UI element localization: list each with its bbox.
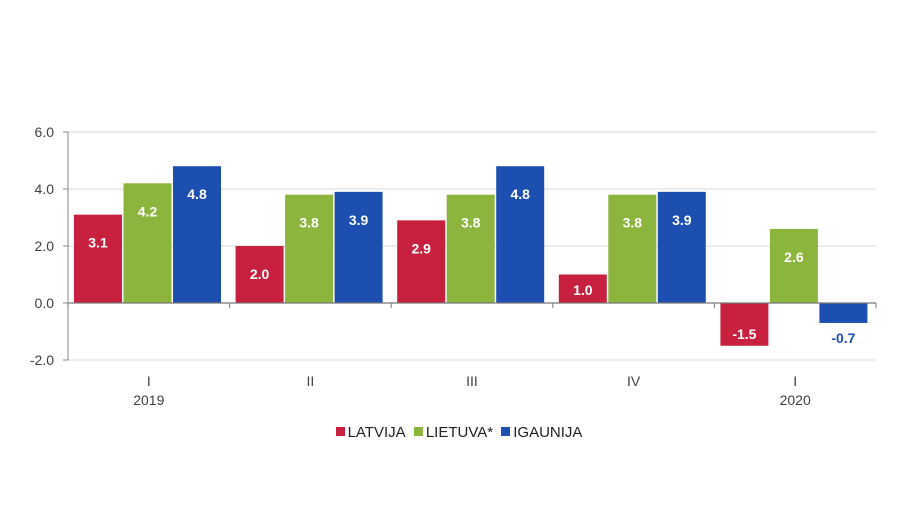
bar-igaunija — [173, 166, 221, 303]
bar-igaunija — [334, 191, 383, 303]
legend-item-igaunija: IGAUNIJA — [501, 424, 582, 441]
bar-lietuva — [446, 194, 495, 303]
data-label: 1.0 — [573, 282, 593, 298]
bar-igaunija — [819, 303, 868, 323]
data-label: -0.7 — [831, 330, 855, 346]
bar-latvija — [74, 214, 122, 303]
y-tick-label: 4.0 — [35, 181, 55, 197]
data-label: 3.8 — [623, 215, 643, 231]
x-group-label: 2019 — [133, 392, 164, 408]
x-tick-label: II — [307, 373, 315, 389]
data-label: 3.1 — [88, 235, 108, 251]
data-label: 4.8 — [510, 186, 530, 202]
x-tick-label: I — [793, 373, 797, 389]
data-label: 4.8 — [187, 186, 207, 202]
x-tick-label: IV — [627, 373, 641, 389]
bar-lietuva — [769, 228, 818, 303]
legend-swatch — [501, 427, 511, 436]
legend-swatch — [335, 427, 345, 436]
bar-latvija — [558, 274, 607, 303]
legend-swatch — [413, 427, 423, 436]
legend-label: LIETUVA* — [425, 424, 494, 441]
y-tick-label: 2.0 — [35, 238, 55, 254]
x-group-label: 2020 — [780, 392, 811, 408]
y-tick-label: -2.0 — [30, 352, 54, 368]
y-tick-label: 0.0 — [35, 295, 55, 311]
bar-lietuva — [608, 194, 657, 303]
data-label: 4.2 — [138, 203, 158, 219]
data-label: 3.9 — [349, 212, 369, 228]
y-axis: -2.0 0.0 2.0 4.0 6.0 — [30, 124, 69, 368]
legend: LATVIJA LIETUVA* IGAUNIJA — [0, 424, 918, 441]
data-label: 2.6 — [784, 249, 804, 265]
data-labels: 3.1 4.2 4.8 2.0 3.8 3.9 2.9 3.8 4.8 1.0 3.8 3.9 -1.5… — [88, 186, 855, 346]
legend-label: IGAUNIJA — [513, 424, 583, 441]
legend-item-latvija: LATVIJA — [335, 424, 406, 441]
data-label: 2.9 — [411, 240, 431, 256]
data-label: 3.8 — [461, 215, 481, 231]
bar-igaunija — [657, 191, 706, 303]
x-tick-label: III — [466, 373, 478, 389]
bar-latvija — [235, 246, 284, 303]
bar-lietuva — [123, 183, 172, 303]
bar-lietuva — [285, 194, 334, 303]
data-label: 2.0 — [250, 266, 270, 282]
bar-igaunija — [496, 166, 545, 303]
bar-latvija — [397, 220, 446, 303]
data-label: -1.5 — [732, 326, 756, 342]
x-tick-label: I — [147, 373, 151, 389]
legend-label: LATVIJA — [347, 424, 406, 441]
data-label: 3.8 — [299, 215, 319, 231]
bar-latvija — [720, 303, 769, 346]
legend-item-lietuva: LIETUVA* — [413, 424, 494, 441]
bars — [74, 166, 868, 346]
data-label: 3.9 — [672, 212, 692, 228]
y-tick-label: 6.0 — [35, 124, 55, 140]
